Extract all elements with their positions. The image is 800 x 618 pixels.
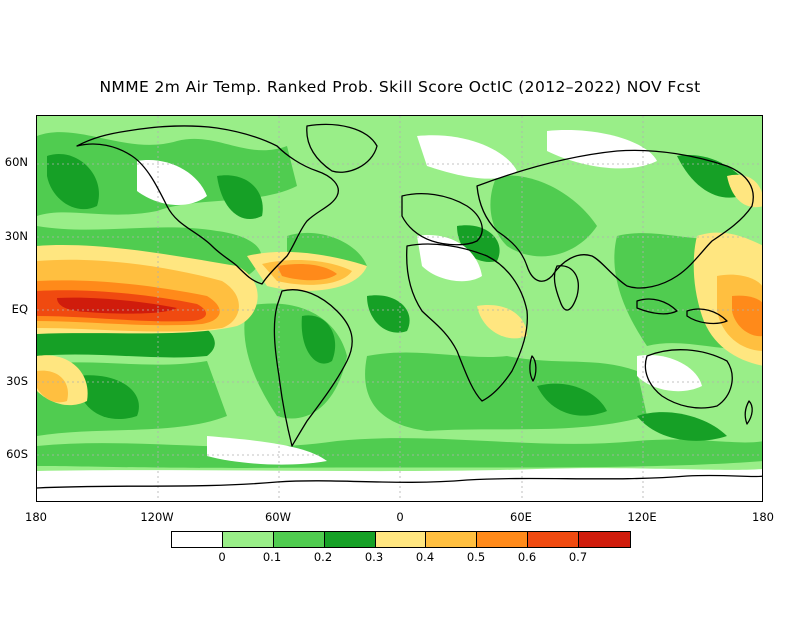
colorbar-label: 0.4 <box>415 550 435 564</box>
colorbar-label: 0.3 <box>364 550 384 564</box>
lat-label-30s: 30S <box>6 374 28 388</box>
colorbar-swatch <box>273 532 325 547</box>
colorbar-label: 0.2 <box>313 550 333 564</box>
colorbar-label: 0.7 <box>568 550 588 564</box>
lat-label-eq: EQ <box>11 302 28 316</box>
lon-label-120e: 120E <box>627 510 657 524</box>
colorbar-swatch <box>477 532 529 547</box>
colorbar-swatch <box>172 532 223 547</box>
lon-label-60e: 60E <box>510 510 532 524</box>
lat-label-30n: 30N <box>4 229 28 243</box>
colorbar-swatch <box>579 532 631 547</box>
lon-label-180w: 180 <box>25 510 47 524</box>
lon-label-60w: 60W <box>264 510 292 524</box>
skill-band-0.2-0.3 <box>37 154 752 441</box>
colorbar-swatch <box>222 532 274 547</box>
skill-score-map <box>36 115 763 502</box>
colorbar-label: 0.6 <box>517 550 537 564</box>
map-title: NMME 2m Air Temp. Ranked Prob. Skill Sco… <box>99 78 701 96</box>
lon-label-0: 0 <box>396 510 404 524</box>
lon-label-180e: 180 <box>752 510 774 524</box>
colorbar-label: 0.1 <box>262 550 282 564</box>
skill-band-below-0 <box>37 130 762 501</box>
lon-label-120w: 120W <box>140 510 174 524</box>
coastlines <box>37 123 762 489</box>
colorbar-swatch <box>324 532 376 547</box>
lat-label-60n: 60N <box>4 155 28 169</box>
colorbar-swatch <box>426 532 478 547</box>
colorbar <box>171 531 632 548</box>
colorbar-swatch <box>528 532 580 547</box>
lat-label-60s: 60S <box>6 447 28 461</box>
colorbar-label: 0 <box>218 550 226 564</box>
colorbar-label: 0.5 <box>466 550 486 564</box>
colorbar-swatch <box>375 532 427 547</box>
map-canvas <box>37 116 762 501</box>
